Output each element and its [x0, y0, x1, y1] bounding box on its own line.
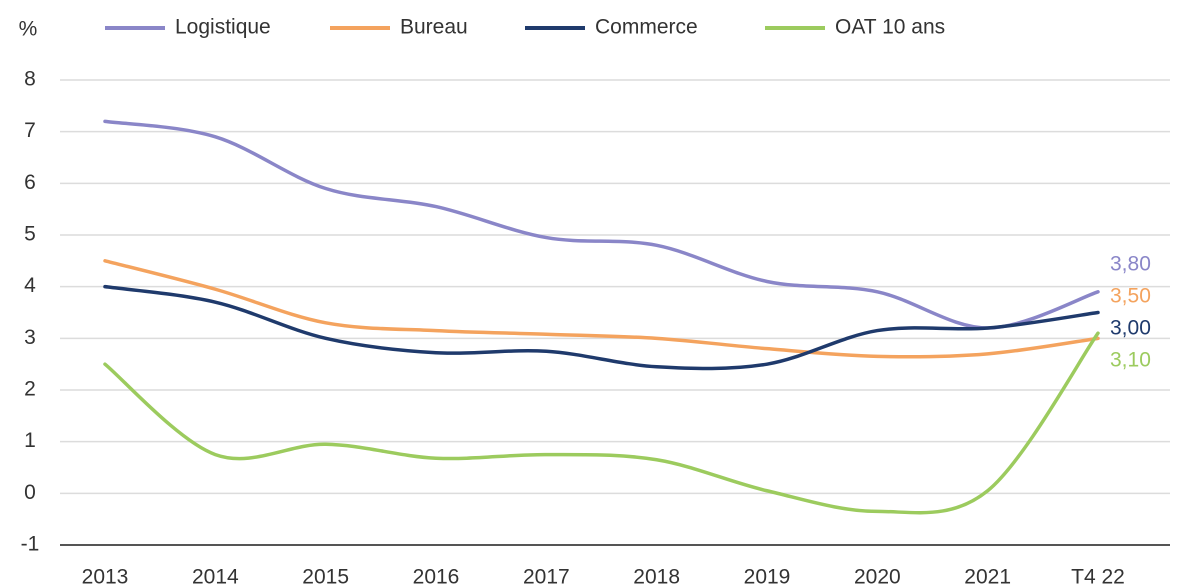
legend-label: Commerce	[595, 16, 698, 39]
x-tick-label: 2018	[633, 566, 680, 588]
line-series	[103, 284, 1100, 371]
y-tick-label: -1	[21, 533, 40, 556]
line-series	[103, 331, 1100, 515]
y-tick-label: 2	[24, 378, 36, 401]
x-tick-label: T4 22	[1071, 566, 1125, 588]
end-value-label: 3,50	[1110, 285, 1151, 308]
y-axis-label: %	[19, 18, 38, 41]
legend-label: OAT 10 ans	[835, 16, 945, 39]
x-tick-label: 2015	[302, 566, 349, 588]
y-tick-label: 6	[24, 171, 36, 194]
x-tick-label: 2017	[523, 566, 570, 588]
legend-label: Logistique	[175, 16, 271, 39]
line-series	[103, 259, 1100, 359]
end-value-label: 3,10	[1110, 349, 1151, 372]
x-tick-label: 2019	[744, 566, 791, 588]
y-tick-label: 8	[24, 68, 36, 91]
x-tick-label: 2021	[964, 566, 1011, 588]
end-value-label: 3,00	[1110, 317, 1151, 340]
y-tick-label: 7	[24, 119, 36, 142]
line-series	[103, 119, 1100, 330]
y-tick-label: 0	[24, 481, 36, 504]
x-tick-label: 2020	[854, 566, 901, 588]
y-tick-label: 1	[24, 429, 36, 452]
y-tick-label: 4	[24, 274, 36, 297]
y-tick-label: 3	[24, 326, 36, 349]
legend-label: Bureau	[400, 16, 468, 39]
end-value-label: 3,80	[1110, 253, 1151, 276]
x-tick-label: 2016	[413, 566, 460, 588]
x-tick-label: 2013	[82, 566, 129, 588]
y-tick-label: 5	[24, 223, 36, 246]
x-tick-label: 2014	[192, 566, 239, 588]
